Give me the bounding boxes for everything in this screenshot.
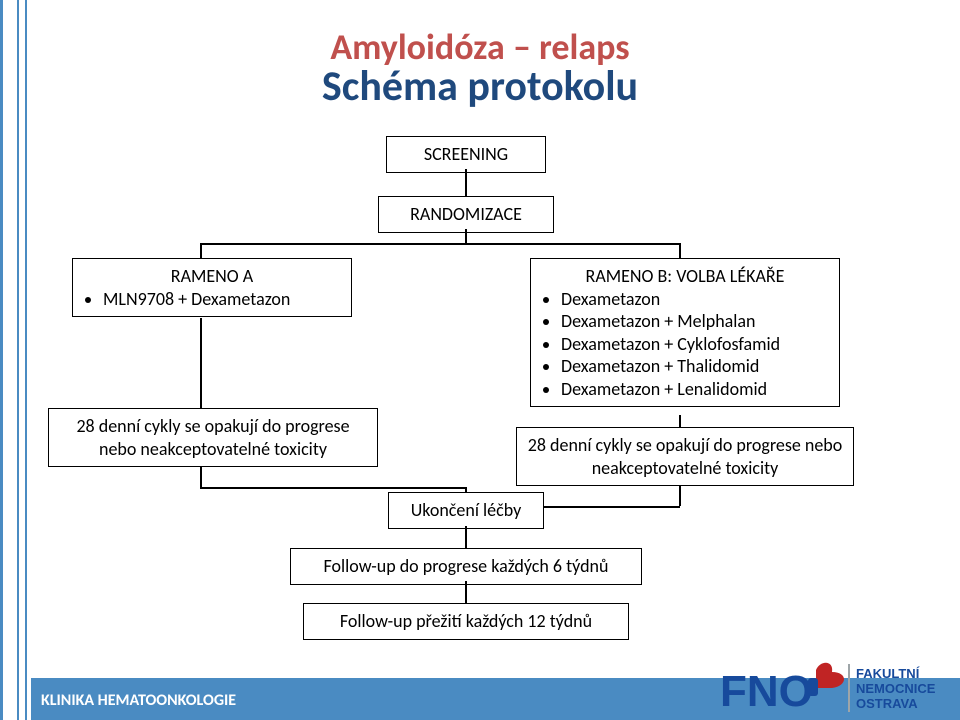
- arm-a-header: RAMENO A: [83, 265, 341, 288]
- box-arm-a: RAMENO A MLN9708 + Dexametazon: [72, 258, 352, 317]
- box-followup-2: Follow-up přežití každých 12 týdnů: [303, 603, 629, 640]
- box-arm-b: RAMENO B: VOLBA LÉKAŘE DexametazonDexame…: [530, 258, 840, 407]
- box-end-treatment: Ukončení léčby: [388, 492, 544, 529]
- page: Amyloidóza – relaps Schéma protokolu SCR…: [0, 0, 960, 720]
- connector-vertical: [465, 169, 467, 196]
- connector-vertical: [200, 243, 202, 258]
- box-cycle-a: 28 denní cykly se opakují do progrese ne…: [48, 408, 378, 467]
- connector-vertical: [465, 581, 467, 603]
- arm-b-list: DexametazonDexametazon + MelphalanDexame…: [541, 288, 829, 401]
- connector-horizontal: [200, 487, 466, 489]
- arm-b-header: RAMENO B: VOLBA LÉKAŘE: [541, 265, 829, 288]
- box-followup-1: Follow-up do progrese každých 6 týdnů: [290, 548, 642, 585]
- connector-vertical: [200, 467, 202, 487]
- list-item: MLN9708 + Dexametazon: [103, 288, 341, 311]
- list-item: Dexametazon + Thalidomid: [561, 355, 829, 378]
- list-item: Dexametazon + Lenalidomid: [561, 378, 829, 401]
- connector-vertical: [679, 243, 681, 258]
- svg-text:NEMOCNICE: NEMOCNICE: [856, 681, 936, 696]
- connector-horizontal: [200, 243, 680, 245]
- logo-text: FNO: [720, 667, 813, 716]
- page-title: Schéma protokolu: [80, 61, 880, 112]
- left-accent-bar: [0, 0, 23, 720]
- list-item: Dexametazon: [561, 288, 829, 311]
- connector-vertical: [465, 229, 467, 243]
- svg-text:FAKULTNÍ: FAKULTNÍ: [856, 666, 920, 681]
- connector-vertical: [679, 486, 681, 506]
- title-block: Amyloidóza – relaps Schéma protokolu: [80, 25, 880, 112]
- arm-a-list: MLN9708 + Dexametazon: [83, 288, 341, 311]
- box-randomize: RANDOMIZACE: [378, 196, 554, 233]
- logo-fno: FNO FAKULTNÍ NEMOCNICE OSTRAVA: [716, 656, 956, 718]
- list-item: Dexametazon + Cyklofosfamid: [561, 333, 829, 356]
- list-item: Dexametazon + Melphalan: [561, 310, 829, 333]
- connector-vertical: [200, 318, 202, 408]
- connector-vertical: [679, 415, 681, 427]
- footer-text: KLINIKA HEMATOONKOLOGIE: [41, 691, 236, 710]
- box-screening: SCREENING: [386, 136, 546, 173]
- connector-vertical: [465, 526, 467, 548]
- svg-text:OSTRAVA: OSTRAVA: [856, 696, 918, 711]
- box-cycle-b: 28 denní cykly se opakují do progrese ne…: [516, 427, 854, 486]
